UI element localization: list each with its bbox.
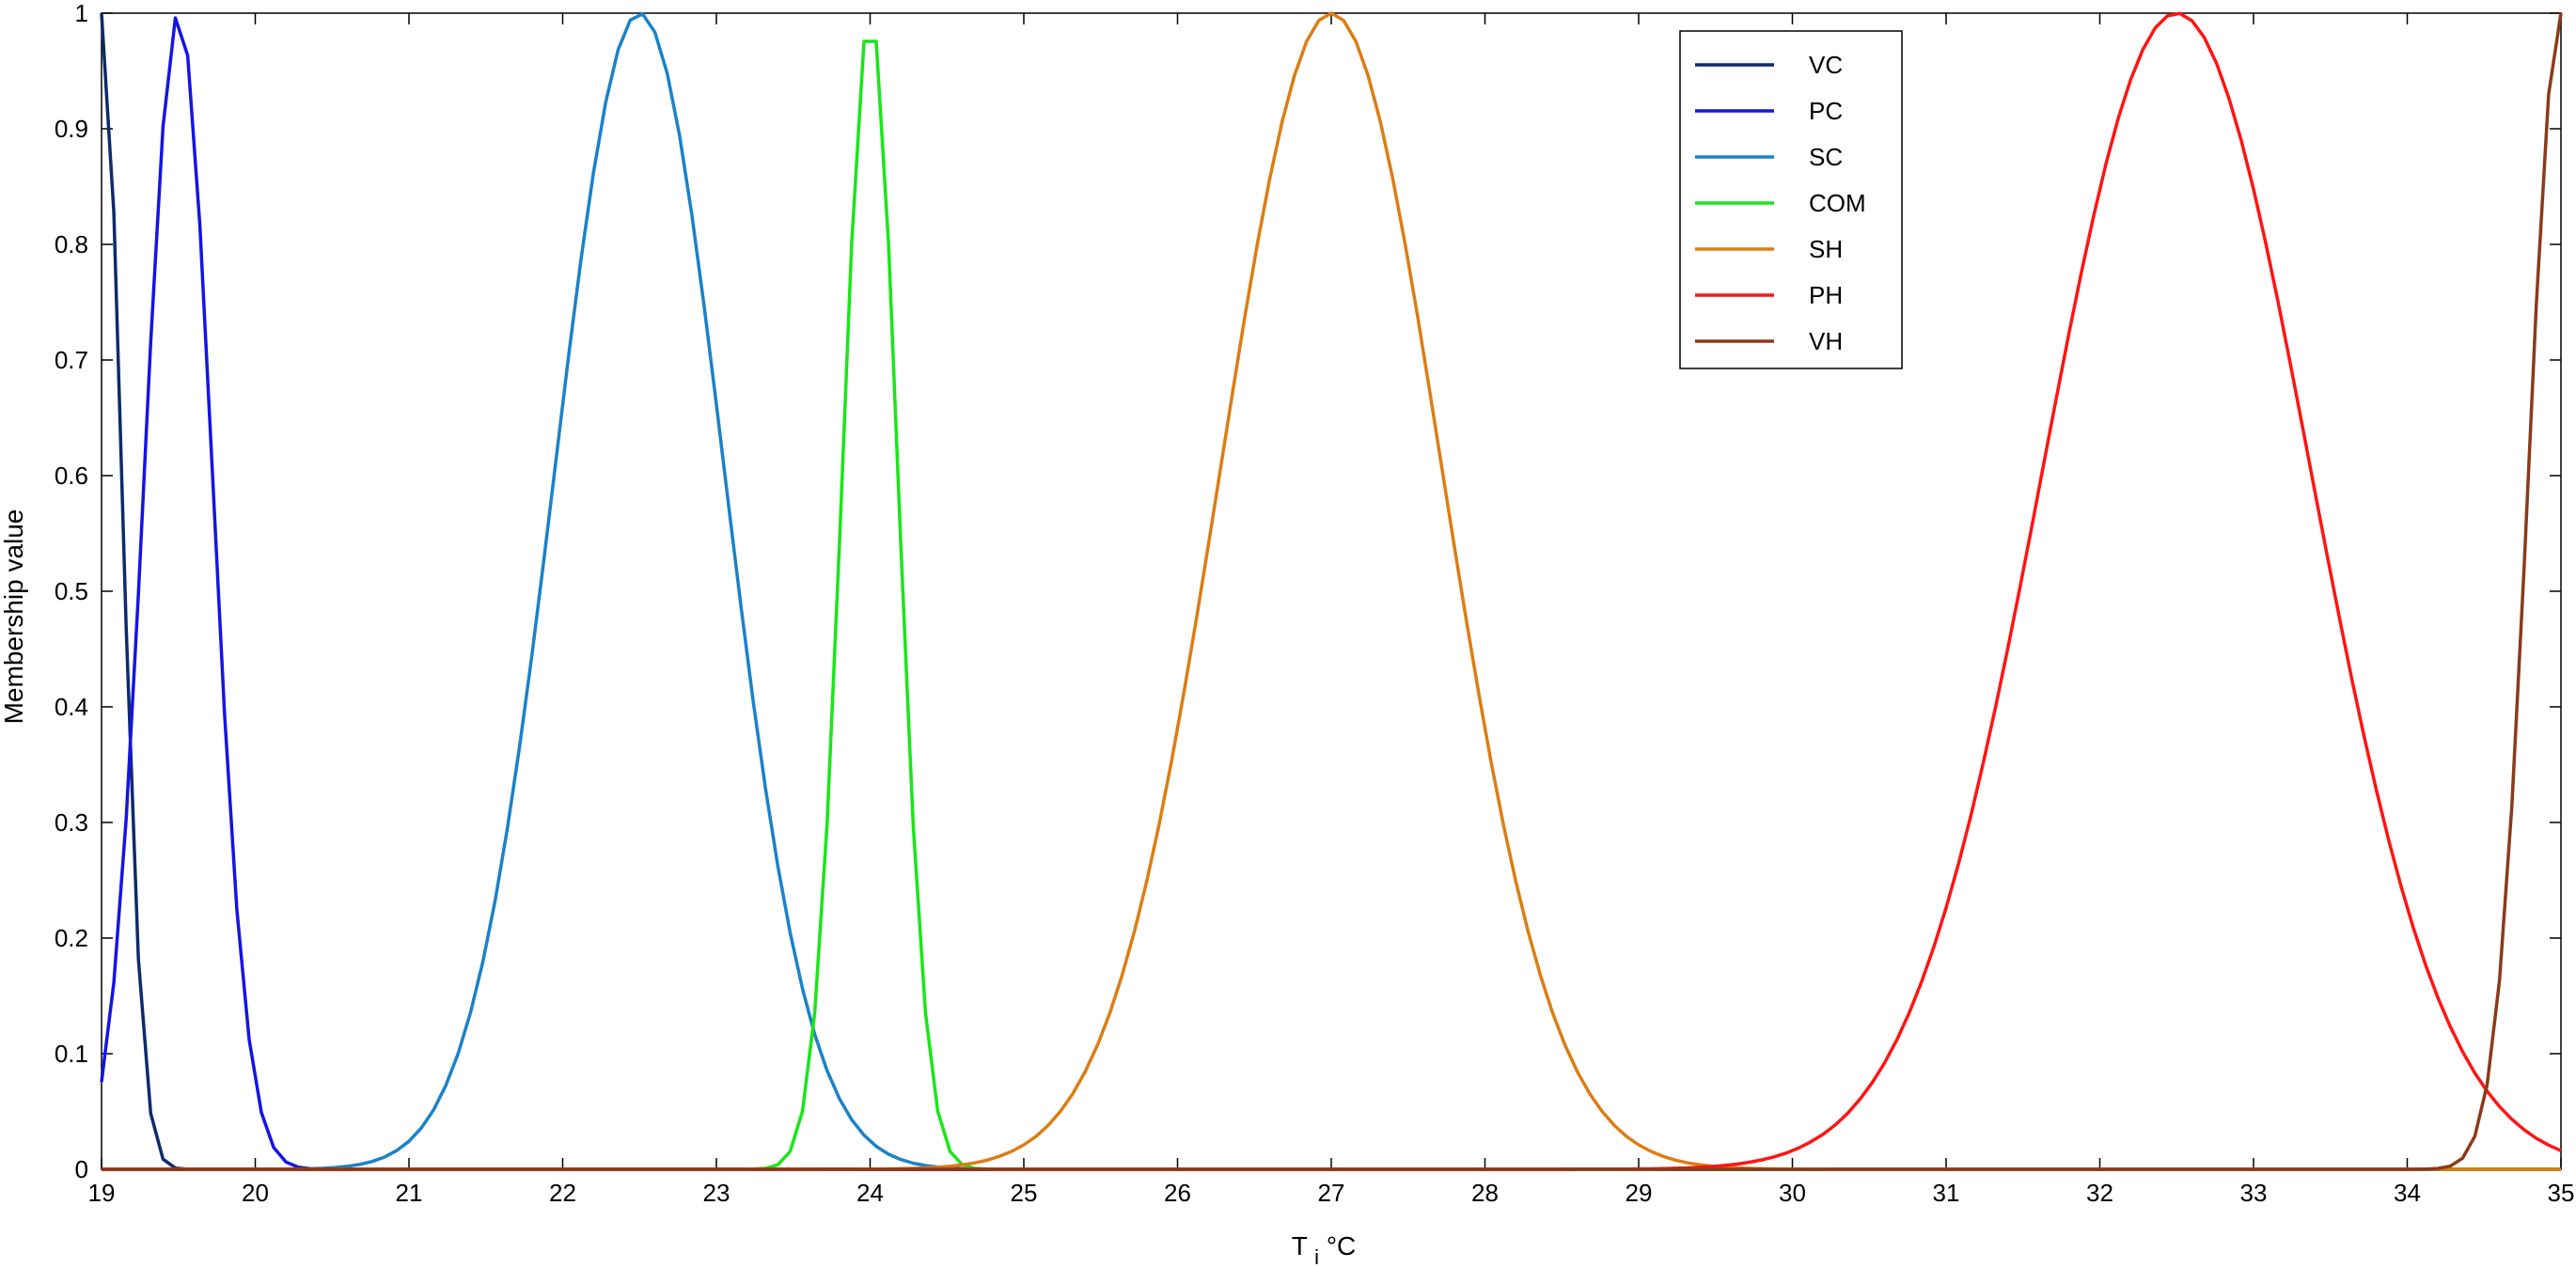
- series-line-sh: [102, 11, 2561, 1171]
- legend-label-vc: VC: [1809, 51, 1843, 79]
- legend: VC PC SC COM SH PH VH: [1679, 30, 1903, 369]
- legend-label-com: COM: [1809, 189, 1866, 217]
- x-tick-label: 34: [2394, 1179, 2421, 1207]
- x-tick-label: 24: [856, 1179, 884, 1207]
- x-tick-label: 33: [2240, 1179, 2268, 1207]
- x-tick-label: 20: [242, 1179, 269, 1207]
- series-line-vh: [102, 12, 2563, 1171]
- y-tick-label: 0.9: [55, 115, 88, 143]
- x-tick-label: 25: [1011, 1179, 1038, 1207]
- y-tick-label: 0.3: [55, 808, 88, 837]
- x-tick-label: 22: [549, 1179, 576, 1207]
- legend-box: [1679, 30, 1903, 369]
- x-axis-label: T i °C: [1292, 1231, 1356, 1268]
- x-axis-label-unit: °C: [1327, 1231, 1356, 1260]
- x-axis-label-subscript: i: [1314, 1245, 1319, 1268]
- legend-label-sh: SH: [1809, 235, 1843, 263]
- x-tick-label: 28: [1471, 1179, 1499, 1207]
- x-axis-ticks: 19 20 21 22 23 24 25 26 27 28 29 30 31 32 33 34 35: [88, 13, 2575, 1207]
- legend-label-sc: SC: [1809, 143, 1843, 171]
- y-tick-label: 0.2: [55, 924, 88, 952]
- x-tick-label: 32: [2086, 1179, 2113, 1207]
- series-line-pc: [100, 16, 2561, 1171]
- series-line-sc: [102, 12, 2561, 1171]
- y-tick-label: 0.7: [55, 346, 88, 374]
- y-tick-label: 0.1: [55, 1040, 88, 1068]
- x-tick-label: 21: [396, 1179, 423, 1207]
- legend-label-pc: PC: [1809, 97, 1843, 125]
- x-tick-label: 19: [88, 1179, 116, 1207]
- legend-label-ph: PH: [1809, 281, 1843, 309]
- legend-label-vh: VH: [1809, 327, 1843, 355]
- x-tick-label: 35: [2548, 1179, 2575, 1207]
- y-tick-label: 0.6: [55, 462, 88, 490]
- x-tick-label: 23: [703, 1179, 730, 1207]
- plot-lines: [100, 11, 2563, 1171]
- plot-area-border: [101, 12, 2562, 1170]
- series-line-vc: [100, 12, 2561, 1171]
- series-line-com: [102, 39, 2561, 1171]
- x-tick-label: 31: [1933, 1179, 1960, 1207]
- x-tick-label: 26: [1164, 1179, 1191, 1207]
- x-tick-label: 29: [1626, 1179, 1653, 1207]
- y-tick-label: 0: [75, 1155, 88, 1183]
- axes-frame: [101, 12, 2562, 1170]
- y-tick-label: 0.8: [55, 230, 88, 258]
- y-tick-label: 0.5: [55, 577, 88, 605]
- y-tick-label: 1: [75, 0, 88, 27]
- y-axis-ticks: 0 0.1 0.2 0.3 0.4 0.5 0.6 0.7 0.8 0.9 1: [55, 0, 2561, 1183]
- series-line-ph: [102, 11, 2562, 1171]
- y-axis-label: Membership value: [0, 509, 28, 725]
- x-axis-label-main: T: [1292, 1231, 1308, 1260]
- x-tick-label: 27: [1318, 1179, 1345, 1207]
- y-tick-label: 0.4: [55, 693, 88, 721]
- x-tick-label: 30: [1779, 1179, 1806, 1207]
